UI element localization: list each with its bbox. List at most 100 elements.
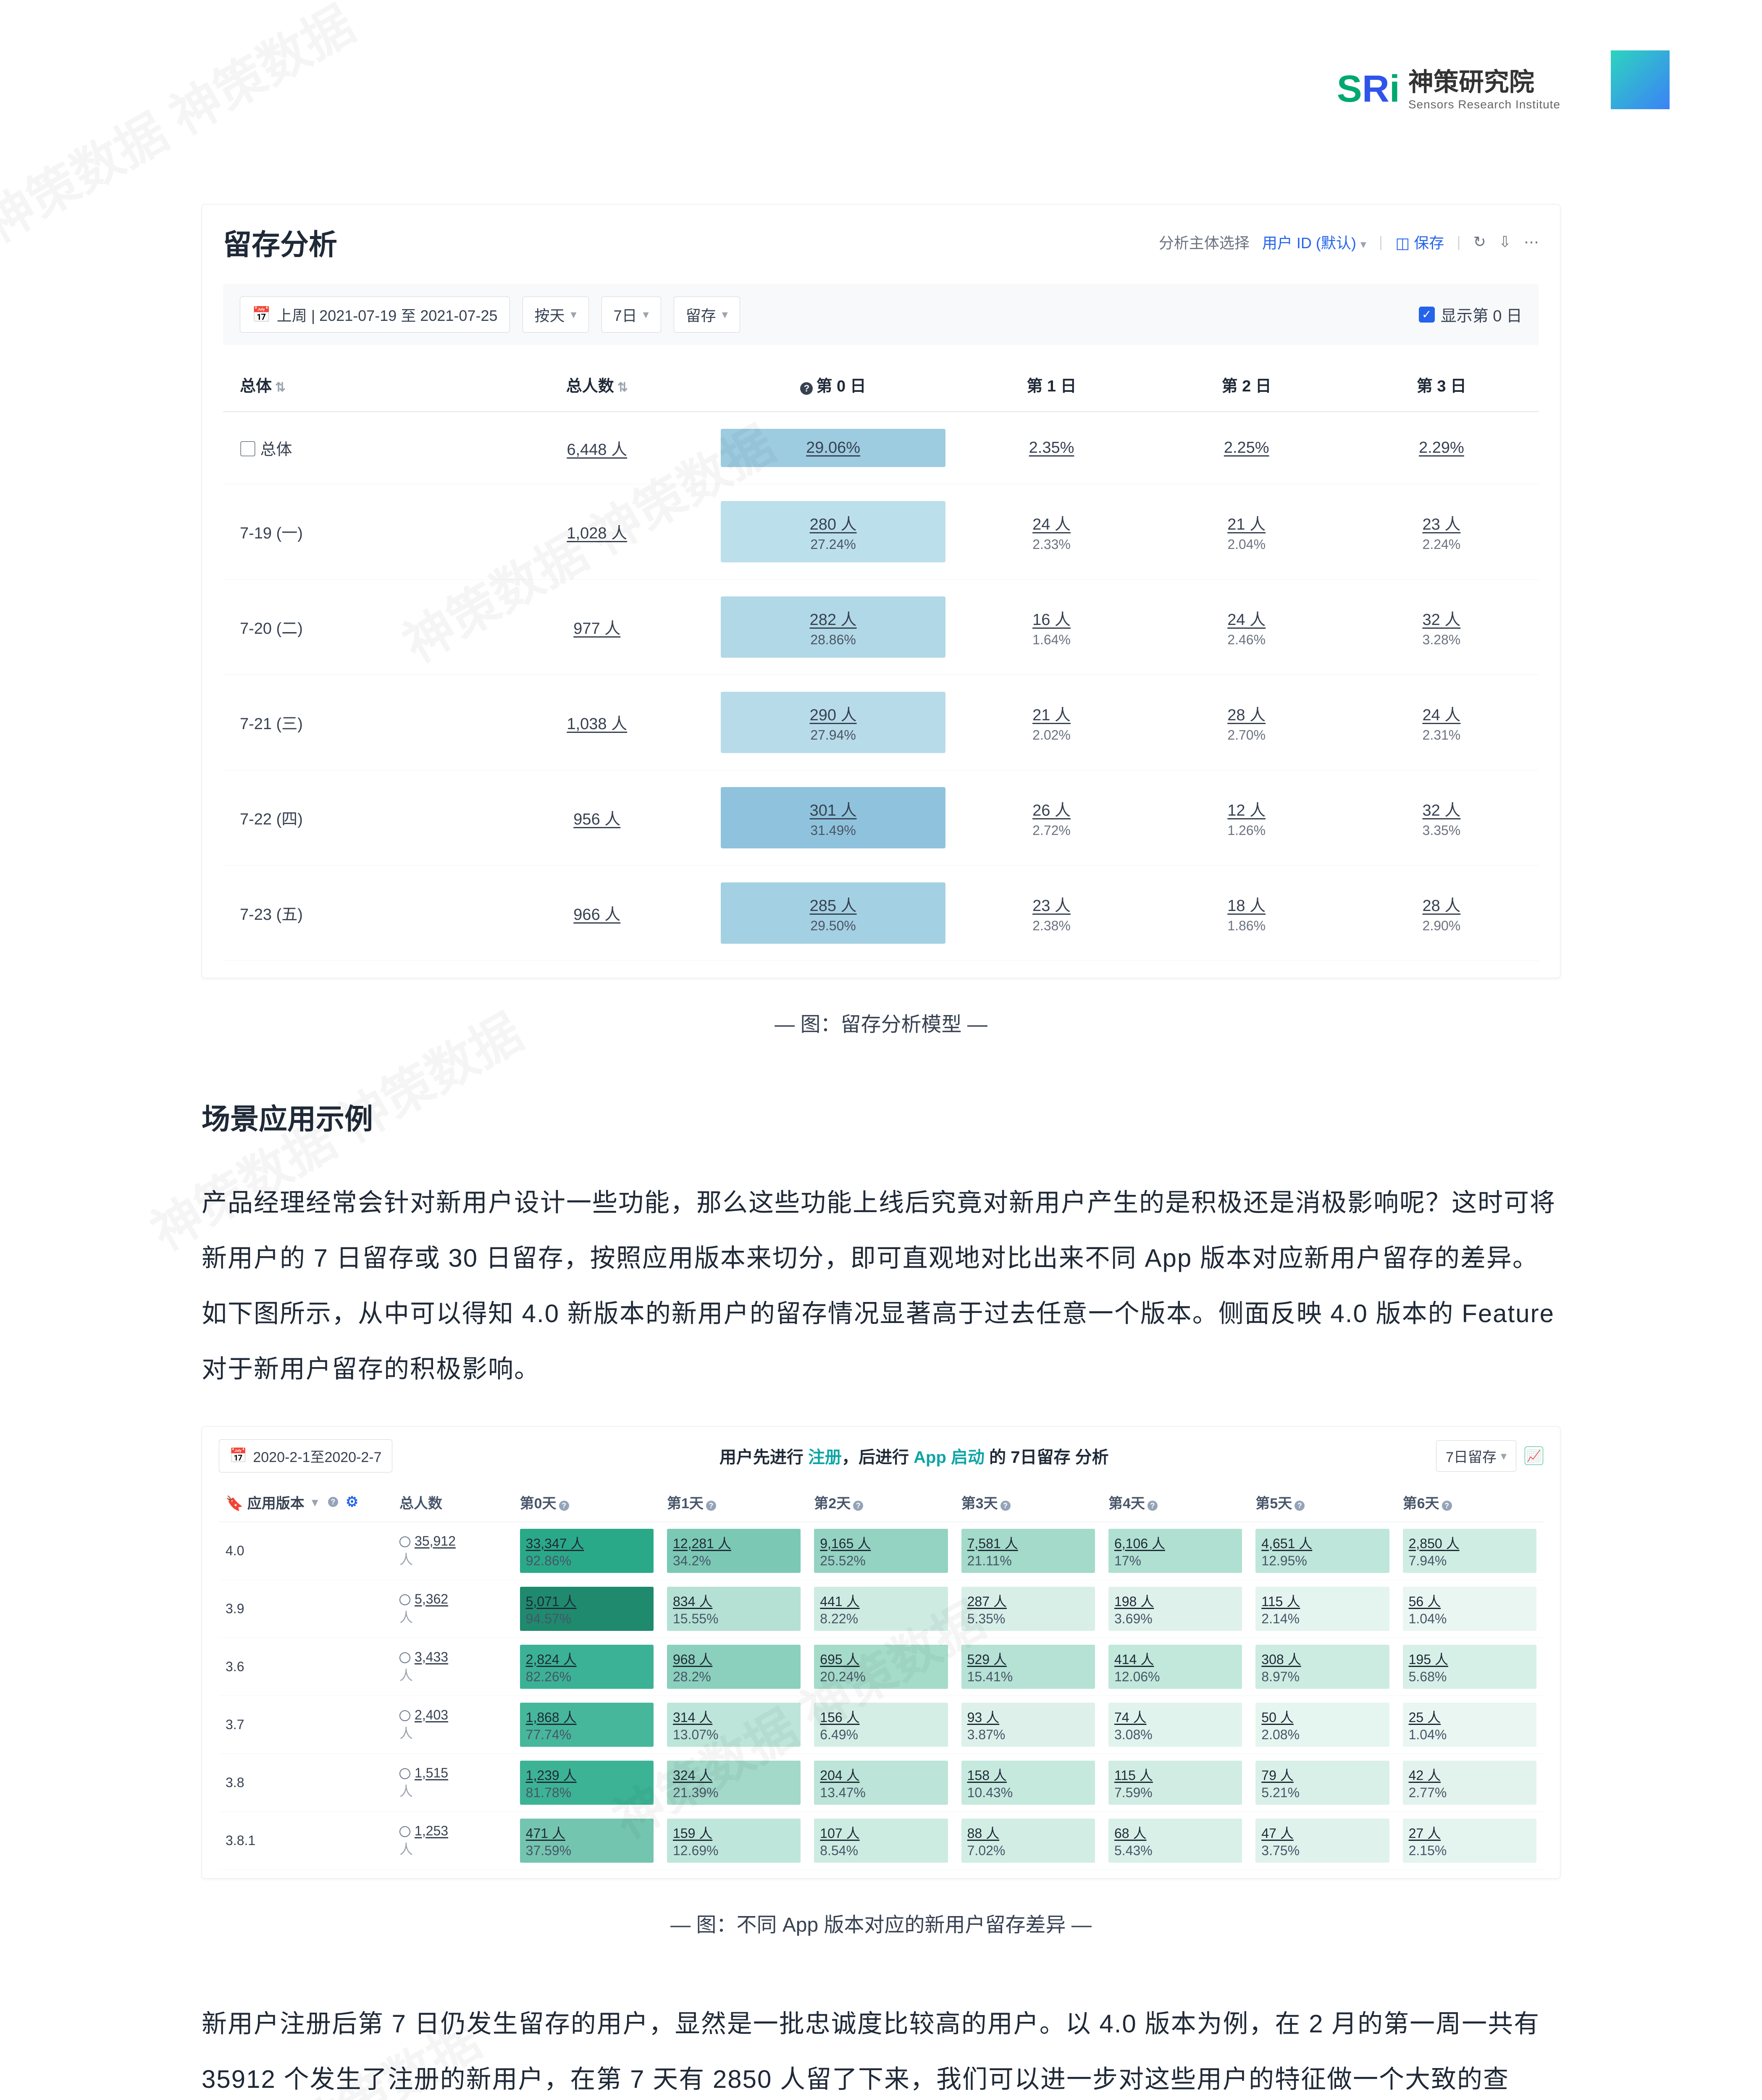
v-total[interactable]: 1,253人 <box>393 1811 513 1869</box>
download-icon[interactable]: ⇩ <box>1499 233 1511 251</box>
chart-icon[interactable]: 📈 <box>1525 1446 1543 1465</box>
v-cell[interactable]: 198 人3.69% <box>1108 1587 1242 1631</box>
cell-total[interactable]: 1,028 人 <box>567 525 627 542</box>
v-cell[interactable]: 204 人13.47% <box>814 1761 948 1805</box>
cell-d3[interactable]: 2.29% <box>1419 439 1464 457</box>
v-cell[interactable]: 156 人6.49% <box>814 1703 948 1747</box>
cell-n[interactable]: 24 人 <box>1032 511 1071 534</box>
cell-n[interactable]: 12 人 <box>1227 797 1266 820</box>
refresh-icon[interactable]: ↻ <box>1473 233 1486 251</box>
cell-n[interactable]: 21 人 <box>1032 702 1071 725</box>
cell-n[interactable]: 24 人 <box>1227 606 1266 630</box>
th-overall[interactable]: 总体⇅ <box>223 358 482 412</box>
cell-n[interactable]: 32 人 <box>1422 797 1460 820</box>
v-cell[interactable]: 50 人2.08% <box>1255 1703 1389 1747</box>
v-total[interactable]: 5,362人 <box>393 1580 513 1638</box>
v-cell[interactable]: 107 人8.54% <box>814 1819 948 1863</box>
cell-total[interactable]: 966 人 <box>573 906 620 924</box>
v-cell[interactable]: 308 人8.97% <box>1255 1645 1389 1689</box>
row-label[interactable]: 7-20 (二) <box>223 579 482 675</box>
v-cell[interactable]: 9,165 人25.52% <box>814 1529 948 1573</box>
v-cell[interactable]: 74 人3.08% <box>1108 1703 1242 1747</box>
v-cell[interactable]: 27 人2.15% <box>1403 1819 1536 1863</box>
row-label[interactable]: 7-19 (一) <box>223 484 482 579</box>
cell-n[interactable]: 23 人 <box>1422 511 1460 534</box>
v-cell[interactable]: 79 人5.21% <box>1255 1761 1389 1805</box>
v-date-filter[interactable]: 📅2020-2-1至2020-2-7 <box>219 1439 392 1473</box>
v-cell[interactable]: 441 人8.22% <box>814 1587 948 1631</box>
cell-n[interactable]: 18 人 <box>1227 892 1266 916</box>
cell-total[interactable]: 977 人 <box>573 620 620 638</box>
save-button[interactable]: ◫ 保存 <box>1395 231 1444 253</box>
cell-d1[interactable]: 2.35% <box>1029 439 1074 457</box>
v-dropdown[interactable]: 7日留存▾ <box>1436 1440 1516 1472</box>
cell-n[interactable]: 21 人 <box>1227 511 1266 534</box>
v-cell[interactable]: 88 人7.02% <box>961 1819 1095 1863</box>
v-cell[interactable]: 2,850 人7.94% <box>1403 1529 1536 1573</box>
v-first-col[interactable]: 🔖 应用版本 ▾ ? ⚙ <box>226 1492 386 1512</box>
v-cell[interactable]: 834 人15.55% <box>667 1587 801 1631</box>
v-cell[interactable]: 4,651 人12.95% <box>1255 1529 1389 1573</box>
v-total[interactable]: 35,912人 <box>393 1522 513 1580</box>
row-label[interactable]: 7-22 (四) <box>223 770 482 865</box>
v-cell[interactable]: 414 人12.06% <box>1108 1645 1242 1689</box>
subject-dropdown[interactable]: 用户 ID (默认) ▾ <box>1262 231 1366 253</box>
v-cell[interactable]: 42 人2.77% <box>1403 1761 1536 1805</box>
v-total[interactable]: 2,403人 <box>393 1696 513 1754</box>
v-cell[interactable]: 12,281 人34.2% <box>667 1529 801 1573</box>
cell-n[interactable]: 23 人 <box>1032 892 1071 916</box>
date-filter[interactable]: 📅上周 | 2021-07-19 至 2021-07-25 <box>240 297 510 333</box>
type-filter[interactable]: 留存▾ <box>674 297 740 333</box>
cell-n[interactable]: 16 人 <box>1032 606 1071 630</box>
v-cell[interactable]: 93 人3.87% <box>961 1703 1095 1747</box>
v-cell[interactable]: 1,868 人77.74% <box>520 1703 654 1747</box>
v-cell[interactable]: 695 人20.24% <box>814 1645 948 1689</box>
v-cell[interactable]: 33,347 人92.86% <box>520 1529 654 1573</box>
v-cell[interactable]: 2,824 人82.26% <box>520 1645 654 1689</box>
v-cell[interactable]: 324 人21.39% <box>667 1761 801 1805</box>
cell-n[interactable]: 24 人 <box>1422 702 1460 725</box>
v-cell[interactable]: 158 人10.43% <box>961 1761 1095 1805</box>
cell-total[interactable]: 6,448 人 <box>567 441 627 459</box>
v-cell[interactable]: 471 人37.59% <box>520 1819 654 1863</box>
v-cell[interactable]: 1,239 人81.78% <box>520 1761 654 1805</box>
cell-d2[interactable]: 2.25% <box>1224 439 1269 457</box>
gear-icon[interactable]: ⚙ <box>346 1494 358 1510</box>
v-cell[interactable]: 159 人12.69% <box>667 1819 801 1863</box>
v-cell[interactable]: 5,071 人94.57% <box>520 1587 654 1631</box>
cell-n[interactable]: 28 人 <box>1227 702 1266 725</box>
cell-n[interactable]: 26 人 <box>1032 797 1071 820</box>
cell-total[interactable]: 1,038 人 <box>567 715 627 733</box>
v-cell[interactable]: 115 人7.59% <box>1108 1761 1242 1805</box>
row-label[interactable]: 7-21 (三) <box>223 675 482 770</box>
cell-n[interactable]: 32 人 <box>1422 606 1460 630</box>
row-label[interactable]: ▢ 总体 <box>223 412 482 484</box>
v-cell[interactable]: 287 人5.35% <box>961 1587 1095 1631</box>
cell-d0n[interactable]: 282 人 <box>810 606 857 630</box>
v-cell[interactable]: 47 人3.75% <box>1255 1819 1389 1863</box>
v-cell[interactable]: 314 人13.07% <box>667 1703 801 1747</box>
v-cell[interactable]: 195 人5.68% <box>1403 1645 1536 1689</box>
v-cell[interactable]: 6,106 人17% <box>1108 1529 1242 1573</box>
cell-d0n[interactable]: 280 人 <box>810 511 857 534</box>
cell-d0n[interactable]: 290 人 <box>810 702 857 725</box>
cell-total[interactable]: 956 人 <box>573 811 620 828</box>
v-cell[interactable]: 68 人5.43% <box>1108 1819 1242 1863</box>
row-label[interactable]: 7-23 (五) <box>223 865 482 961</box>
by-filter[interactable]: 按天▾ <box>523 297 589 333</box>
v-cell[interactable]: 7,581 人21.11% <box>961 1529 1095 1573</box>
v-cell[interactable]: 115 人2.14% <box>1255 1587 1389 1631</box>
th-total[interactable]: 总人数⇅ <box>482 358 712 412</box>
v-total[interactable]: 3,433人 <box>393 1638 513 1696</box>
cell-d0n[interactable]: 285 人 <box>810 892 857 916</box>
v-total[interactable]: 1,515人 <box>393 1754 513 1811</box>
cell-d0n[interactable]: 301 人 <box>810 797 857 820</box>
v-cell[interactable]: 529 人15.41% <box>961 1645 1095 1689</box>
more-icon[interactable]: ⋯ <box>1524 233 1539 251</box>
v-cell[interactable]: 25 人1.04% <box>1403 1703 1536 1747</box>
cell-d0[interactable]: 29.06% <box>806 439 860 457</box>
cell-n[interactable]: 28 人 <box>1422 892 1460 916</box>
v-cell[interactable]: 56 人1.04% <box>1403 1587 1536 1631</box>
period-filter[interactable]: 7日▾ <box>601 297 661 333</box>
show-day0-checkbox[interactable]: ✓显示第 0 日 <box>1419 303 1522 326</box>
